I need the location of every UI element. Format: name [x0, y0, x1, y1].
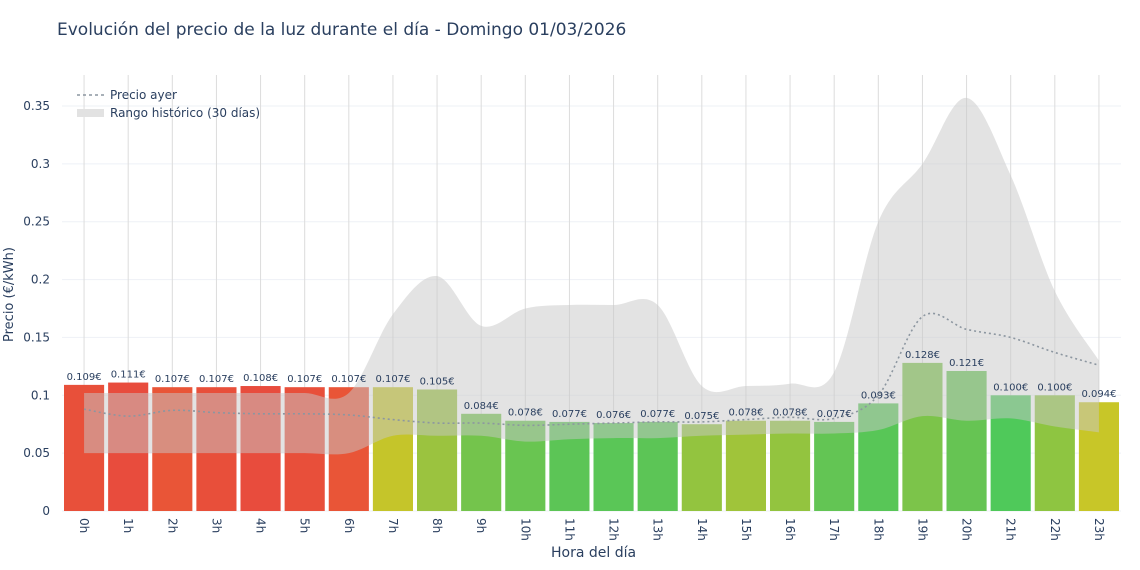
x-tick-label: 4h: [254, 518, 268, 533]
bar-value-label: 0.108€: [243, 373, 278, 384]
axes: 0 0.05 0.1 0.15 0.2 0.25 0.3 0.35 0h 1h 2h 3h 4h 5h 6h…: [23, 99, 1106, 541]
legend-range[interactable]: Rango histórico (30 días): [110, 106, 260, 120]
x-tick-label: 8h: [430, 518, 444, 533]
bar-value-label: 0.100€: [1037, 382, 1072, 393]
data-labels: 0.109€ 0.111€ 0.107€ 0.107€ 0.108€ 0.107€ 0.10…: [67, 350, 1117, 422]
bar-value-label: 0.121€: [949, 358, 984, 369]
x-tick-label: 6h: [342, 518, 356, 533]
bar-value-label: 0.128€: [905, 350, 940, 361]
bar-value-label: 0.078€: [773, 408, 808, 419]
y-tick-label: 0.2: [31, 273, 50, 287]
price-bar: [770, 420, 811, 511]
x-tick-label: 2h: [165, 518, 179, 533]
x-tick-label: 15h: [739, 518, 753, 541]
bar-value-label: 0.100€: [993, 382, 1028, 393]
x-tick-label: 20h: [960, 518, 974, 541]
x-tick-label: 9h: [474, 518, 488, 533]
bar-value-label: 0.105€: [420, 377, 455, 388]
x-tick-label: 12h: [607, 518, 621, 541]
bar-value-label: 0.077€: [640, 409, 675, 420]
x-tick-label: 1h: [121, 518, 135, 533]
bar-value-label: 0.077€: [817, 409, 852, 420]
x-tick-label: 23h: [1092, 518, 1106, 541]
x-tick-label: 17h: [827, 518, 841, 541]
y-tick-label: 0.3: [31, 157, 50, 171]
price-bar: [681, 424, 722, 511]
legend[interactable]: Precio ayer Rango histórico (30 días): [77, 88, 260, 120]
y-tick-label: 0.15: [23, 330, 50, 344]
x-axis-title: Hora del día: [551, 545, 636, 561]
bar-value-label: 0.078€: [508, 408, 543, 419]
bar-value-label: 0.107€: [375, 374, 410, 385]
x-tick-label: 7h: [386, 518, 400, 533]
bar-value-label: 0.077€: [552, 409, 587, 420]
bar-value-label: 0.107€: [331, 374, 366, 385]
x-tick-label: 22h: [1048, 518, 1062, 541]
x-tick-label: 10h: [518, 518, 532, 541]
bar-value-label: 0.111€: [111, 370, 146, 381]
y-tick-label: 0: [42, 504, 50, 518]
x-tick-label: 16h: [783, 518, 797, 541]
yesterday-price-line: [83, 312, 1100, 427]
y-axis-title: Precio (€/kWh): [2, 247, 17, 342]
legend-band-swatch: [77, 109, 104, 117]
y-tick-label: 0.25: [23, 215, 50, 229]
price-bar: [814, 421, 855, 511]
x-tick-label: 3h: [209, 518, 223, 533]
chart-title: Evolución del precio de la luz durante e…: [57, 20, 627, 40]
x-tick-label: 14h: [695, 518, 709, 541]
x-tick-label: 0h: [77, 518, 91, 533]
x-tick-label: 13h: [651, 518, 665, 541]
bar-value-label: 0.078€: [728, 408, 763, 419]
bar-value-label: 0.107€: [199, 374, 234, 385]
x-tick-label: 11h: [562, 518, 576, 541]
bar-value-label: 0.107€: [155, 374, 190, 385]
y-tick-label: 0.05: [23, 446, 50, 460]
bar-value-label: 0.094€: [1081, 389, 1116, 400]
y-tick-label: 0.1: [31, 388, 50, 402]
range-band-area: [84, 97, 1099, 455]
bar-value-label: 0.084€: [464, 401, 499, 412]
y-tick-label: 0.35: [23, 99, 50, 113]
bar-value-label: 0.109€: [67, 372, 102, 383]
historical-range-band: [84, 97, 1099, 455]
x-tick-label: 18h: [871, 518, 885, 541]
price-bar: [725, 420, 766, 511]
legend-yesterday[interactable]: Precio ayer: [110, 88, 177, 102]
x-tick-label: 19h: [915, 518, 929, 541]
yesterday-line: [83, 312, 1100, 427]
x-tick-label: 5h: [298, 518, 312, 533]
bar-value-label: 0.076€: [596, 410, 631, 421]
bar-value-label: 0.093€: [861, 390, 896, 401]
bar-value-label: 0.075€: [684, 411, 719, 422]
bar-value-label: 0.107€: [287, 374, 322, 385]
x-tick-label: 21h: [1004, 518, 1018, 541]
